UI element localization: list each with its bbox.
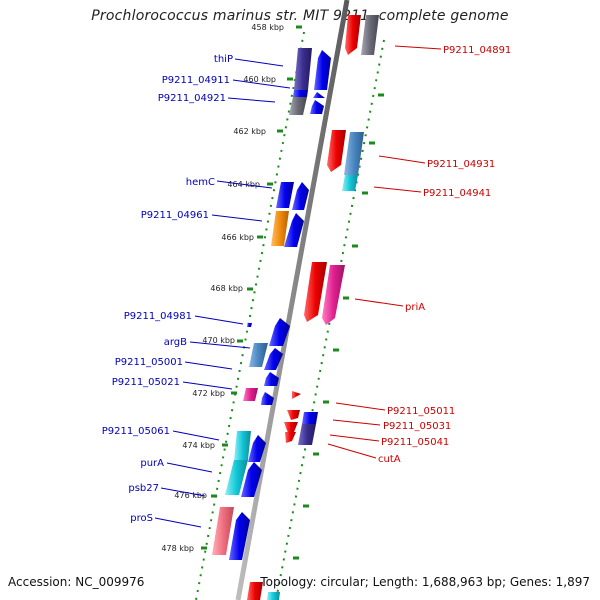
tick-label: 472 kbp [192,389,225,398]
gene-label[interactable]: thiP [214,54,233,65]
accession-text: Accession: NC_009976 [8,575,145,589]
gene-label[interactable]: proS [130,513,153,524]
gene-block[interactable] [289,97,307,115]
tick-dashes-left [201,25,302,550]
outer-guide-left [195,31,305,600]
genome-backbone [235,0,350,600]
gene-arrow[interactable] [229,512,250,560]
gene-block[interactable] [243,388,258,401]
gene-arrow[interactable] [292,182,309,210]
gene-label[interactable]: P9211_04941 [423,188,491,199]
gene-arrow[interactable] [285,432,296,443]
gene-arrow[interactable] [314,50,331,90]
gene-label[interactable]: purA [140,458,164,469]
gene-arrow[interactable] [269,318,290,346]
gene-label[interactable]: P9211_05021 [112,377,180,388]
tick-label: 468 kbp [210,284,243,293]
gene-label[interactable]: P9211_05041 [381,437,449,448]
gene-arrow[interactable] [304,262,327,322]
tick-labels: 458 kbp 460 kbp 462 kbp 464 kbp 466 kbp … [161,23,284,553]
gene-label[interactable]: priA [405,302,425,313]
gene-arrow[interactable] [241,462,262,497]
tick-label: 458 kbp [251,23,284,32]
tick-label: 460 kbp [243,75,276,84]
gene-block[interactable] [294,48,312,90]
gene-label[interactable]: cutA [378,454,401,465]
gene-label[interactable]: P9211_05001 [115,357,183,368]
map-title: Prochlorococcus marinus str. MIT 9211, c… [91,8,509,24]
gene-label[interactable]: P9211_04931 [427,159,495,170]
tick-label: 478 kbp [161,544,194,553]
gene-block[interactable] [267,592,280,600]
gene-arrow[interactable] [322,265,345,325]
tick-label: 466 kbp [221,233,254,242]
gene-label[interactable]: P9211_04911 [162,75,230,86]
left-gene-labels: thiP P9211_04911 P9211_04921 hemC P9211_… [102,54,233,524]
gene-label[interactable]: P9211_04921 [158,93,226,104]
gene-block[interactable] [225,460,248,495]
right-connectors [327,45,442,459]
tick-label: 474 kbp [182,441,215,450]
tick-dashes-right [293,93,384,560]
gene-block[interactable] [302,412,318,424]
gene-block[interactable] [361,15,379,55]
gene-arrow[interactable] [264,372,279,386]
gene-arrow[interactable] [248,435,266,462]
gene-label[interactable]: P9211_05061 [102,426,170,437]
gene-block[interactable] [344,132,364,175]
gene-arrow[interactable] [261,392,274,405]
gene-block[interactable] [342,175,358,191]
gene-label[interactable]: P9211_05031 [383,421,451,432]
gene-arrow[interactable] [287,410,300,420]
gene-block[interactable] [249,343,268,367]
gene-arrow[interactable] [313,92,325,98]
tick-label: 476 kbp [174,491,207,500]
gene-block[interactable] [212,507,234,555]
gene-block[interactable] [298,424,316,445]
gene-label[interactable]: psb27 [128,483,159,494]
gene-label[interactable]: hemC [186,177,215,188]
gene-arrow[interactable] [292,391,301,399]
left-connectors [154,58,291,528]
gene-label[interactable]: P9211_05011 [387,406,455,417]
gene-arrow[interactable] [310,100,324,114]
gene-label[interactable]: P9211_04981 [124,311,192,322]
tick-label: 462 kbp [233,127,266,136]
genome-summary-text: Topology: circular; Length: 1,688,963 bp… [260,575,590,589]
gene-block[interactable] [247,323,252,327]
right-gene-labels: P9211_04891 P9211_04931 P9211_04941 priA… [378,45,511,465]
gene-block[interactable] [271,211,289,246]
gene-arrow[interactable] [284,422,298,433]
gene-label[interactable]: P9211_04961 [141,210,209,221]
gene-arrow[interactable] [284,213,304,247]
gene-block[interactable] [293,90,308,97]
gene-arrow[interactable] [264,348,283,370]
gene-arrow[interactable] [345,15,361,55]
gene-label[interactable]: P9211_04891 [443,45,511,56]
gene-arrow[interactable] [327,130,346,172]
tick-label: 470 kbp [202,336,235,345]
gene-block[interactable] [276,182,294,208]
gene-block[interactable] [247,582,263,600]
gene-label[interactable]: argB [164,337,187,348]
gene-block[interactable] [234,431,251,460]
